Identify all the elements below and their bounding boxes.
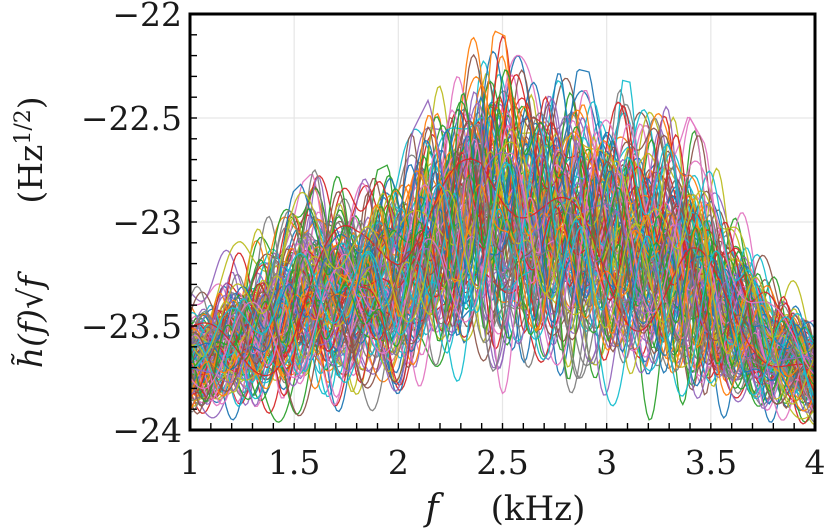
series-line — [190, 134, 815, 400]
series-line — [190, 161, 815, 409]
x-tick-label: 1 — [180, 443, 201, 482]
x-tick-label: 1.5 — [268, 443, 320, 482]
y-tick-label: −24 — [112, 411, 182, 450]
x-tick-label: 2.5 — [476, 443, 528, 482]
y-tick-label: −23.5 — [81, 307, 182, 346]
y-tick-label: −23 — [112, 203, 182, 242]
series-line — [190, 116, 815, 417]
x-tick-label: 3.5 — [685, 443, 737, 482]
series-line — [190, 115, 815, 400]
series-line — [190, 128, 815, 405]
y-tick-label: −22.5 — [81, 99, 182, 138]
x-tick-label: 4 — [805, 443, 826, 482]
x-tick-label: 2 — [388, 443, 409, 482]
series-line — [190, 113, 815, 382]
series-line — [190, 142, 815, 387]
series-lines — [190, 30, 815, 426]
plot-frame — [188, 12, 817, 432]
axis-ticks: 1 1.5 2 2.5 3 3.5 4 −24 −23.5 −23 −22.5 −22 — [81, 0, 826, 482]
series-line — [190, 117, 815, 373]
series-line — [190, 150, 815, 382]
y-axis-unit: (Hz1/2) — [11, 96, 50, 203]
x-tick-label: 3 — [596, 443, 617, 482]
y-tick-label: −22 — [112, 0, 182, 34]
series-line — [190, 69, 815, 403]
x-axis-unit: (kHz) — [491, 489, 586, 529]
series-line — [190, 158, 815, 377]
series-line — [190, 30, 815, 380]
series-line — [190, 138, 815, 406]
y-axis-label: h̃(f)√f (Hz1/2) — [10, 96, 50, 368]
y-axis-expression: h̃(f)√f — [10, 270, 50, 368]
series-line — [190, 138, 815, 421]
series-line — [190, 133, 815, 397]
x-axis-symbol: f — [422, 488, 444, 529]
